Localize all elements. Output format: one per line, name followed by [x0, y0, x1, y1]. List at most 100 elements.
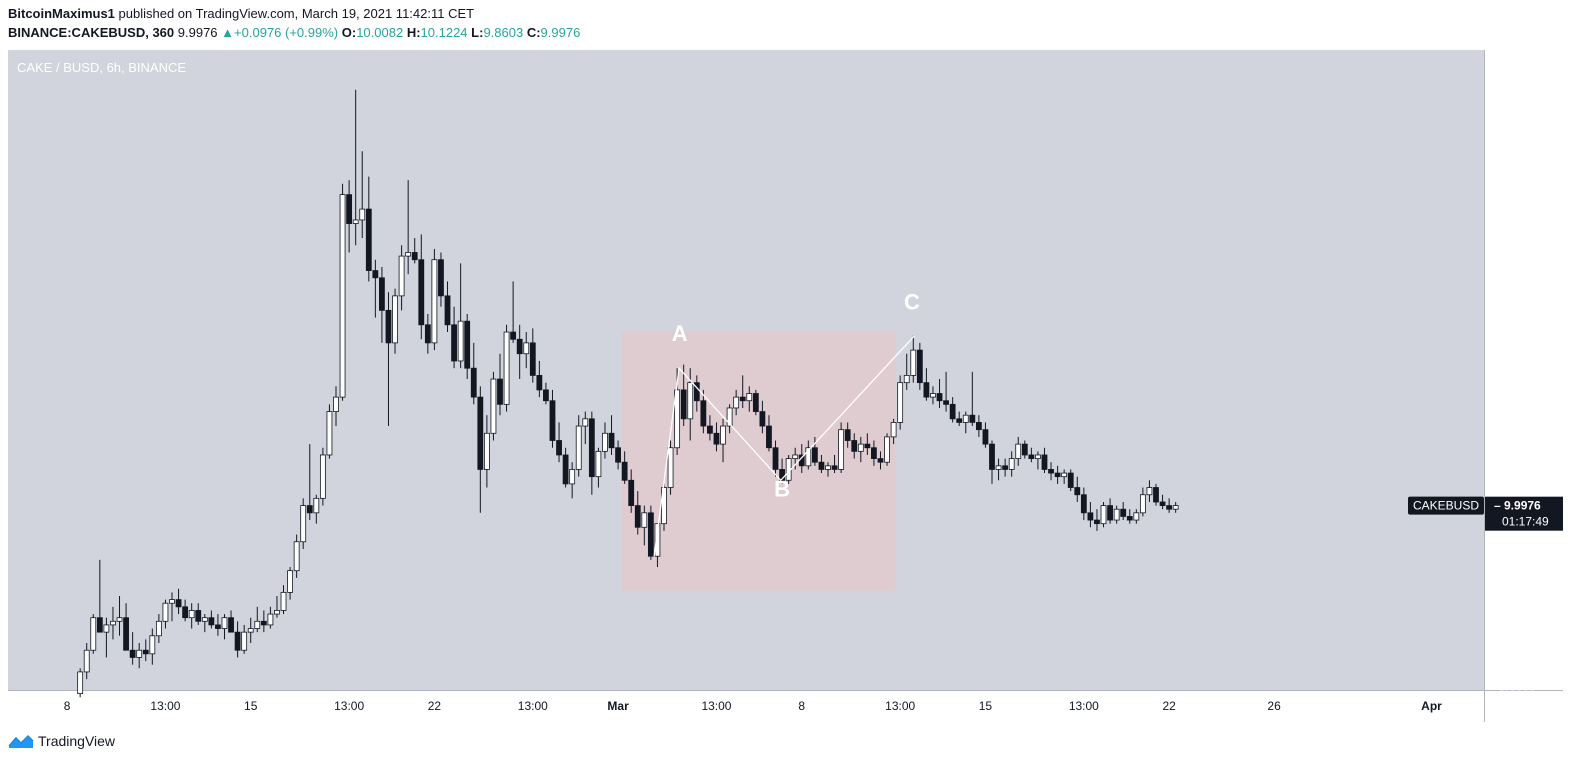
candle — [83, 642, 90, 680]
candle — [851, 433, 858, 459]
candle — [1139, 487, 1146, 517]
candle-body — [1061, 472, 1068, 478]
y-tick-label: 14.0000 — [1499, 354, 1543, 368]
candle-body — [411, 252, 418, 261]
candle-body — [831, 465, 838, 470]
candle-body — [529, 342, 536, 376]
price-axis[interactable] — [1485, 50, 1563, 690]
candle-body — [562, 454, 569, 485]
candle-body — [1021, 443, 1028, 456]
candle-body — [339, 194, 346, 398]
candle-body — [949, 403, 956, 420]
candle — [379, 266, 385, 343]
candle-body — [759, 411, 766, 427]
candle-body — [169, 599, 175, 604]
x-tick-label: Apr — [1421, 699, 1442, 713]
candle-body — [149, 635, 156, 655]
candle — [982, 422, 989, 448]
tradingview-logo-icon — [8, 734, 34, 748]
publish-info: BitcoinMaximus1 published on TradingView… — [8, 6, 474, 21]
candle — [831, 454, 838, 474]
candle-body — [221, 617, 228, 629]
y-tick-label: 9.0000 — [1499, 535, 1536, 549]
candle — [1054, 465, 1061, 484]
candle — [523, 332, 530, 369]
candle — [254, 606, 261, 633]
candle-body — [103, 624, 110, 633]
candle — [116, 595, 123, 636]
candle — [123, 603, 129, 651]
candle-body — [77, 671, 84, 695]
candle-body — [464, 320, 471, 369]
x-tick-label: 22 — [428, 699, 442, 713]
candle-body — [129, 649, 136, 658]
candle — [175, 588, 182, 615]
author-name[interactable]: BitcoinMaximus1 — [8, 6, 115, 21]
candle — [372, 259, 379, 318]
candle-body — [510, 331, 517, 340]
candle — [411, 238, 418, 264]
candle — [339, 183, 346, 401]
candle-body — [871, 447, 877, 459]
y-tick-label: 7.0000 — [1499, 607, 1536, 621]
price-badge — [1485, 496, 1563, 531]
candle-body — [254, 620, 261, 629]
symbol-name[interactable]: BINANCE:CAKEBUSD, 360 — [8, 25, 175, 40]
candle — [864, 433, 871, 455]
candle-body — [1074, 487, 1081, 496]
candle — [188, 603, 195, 629]
open-value: 10.0082 — [356, 25, 404, 40]
candle — [503, 324, 510, 412]
candle — [1159, 494, 1166, 510]
candle — [483, 415, 490, 488]
candle — [149, 628, 156, 665]
close-value: 9.9976 — [540, 25, 581, 40]
pattern-label-b: B — [774, 477, 790, 502]
x-tick-label: 13:00 — [885, 699, 915, 713]
candle — [549, 389, 556, 448]
candle — [438, 252, 444, 307]
candle-body — [300, 505, 307, 543]
candle — [136, 642, 143, 669]
candle — [575, 415, 582, 477]
candle-body — [1126, 516, 1133, 521]
low-label: L: — [471, 25, 484, 40]
candle-body — [628, 479, 635, 506]
candle — [90, 614, 97, 654]
price-chart[interactable]: A B C CAKE / BUSD, 6h, BINANCE BUSD 5.0000… — [8, 50, 1563, 723]
candles — [77, 89, 1179, 698]
candle-body — [83, 649, 90, 673]
candle-body — [136, 649, 143, 658]
candle — [818, 454, 825, 474]
candle-body — [470, 367, 477, 398]
candle-body — [707, 425, 713, 434]
candle-body — [234, 631, 241, 651]
candle — [1080, 487, 1087, 521]
candle — [293, 534, 300, 578]
candle-body — [805, 447, 812, 467]
candle-body — [693, 382, 700, 402]
candle-body — [838, 429, 845, 470]
x-tick-label: 26 — [1267, 699, 1281, 713]
candle-body — [451, 324, 457, 362]
candle — [155, 614, 162, 643]
tradingview-footer[interactable]: TradingView — [8, 733, 115, 749]
pattern-zone — [621, 332, 896, 591]
candle-body — [766, 425, 772, 449]
candle-body — [247, 628, 254, 633]
close-label: C: — [526, 25, 541, 40]
candle — [1107, 498, 1113, 524]
candle — [1015, 436, 1022, 466]
candle-body — [857, 443, 864, 452]
candle — [608, 415, 615, 455]
candle — [1113, 505, 1120, 524]
candle-body — [549, 400, 556, 441]
candle-body — [746, 393, 753, 402]
y-tick-label: 11.0000 — [1499, 462, 1542, 476]
candle — [746, 386, 753, 412]
candle — [510, 281, 517, 343]
candle — [634, 491, 641, 535]
candle — [628, 469, 635, 513]
candle-body — [864, 443, 871, 449]
candle — [752, 389, 759, 416]
